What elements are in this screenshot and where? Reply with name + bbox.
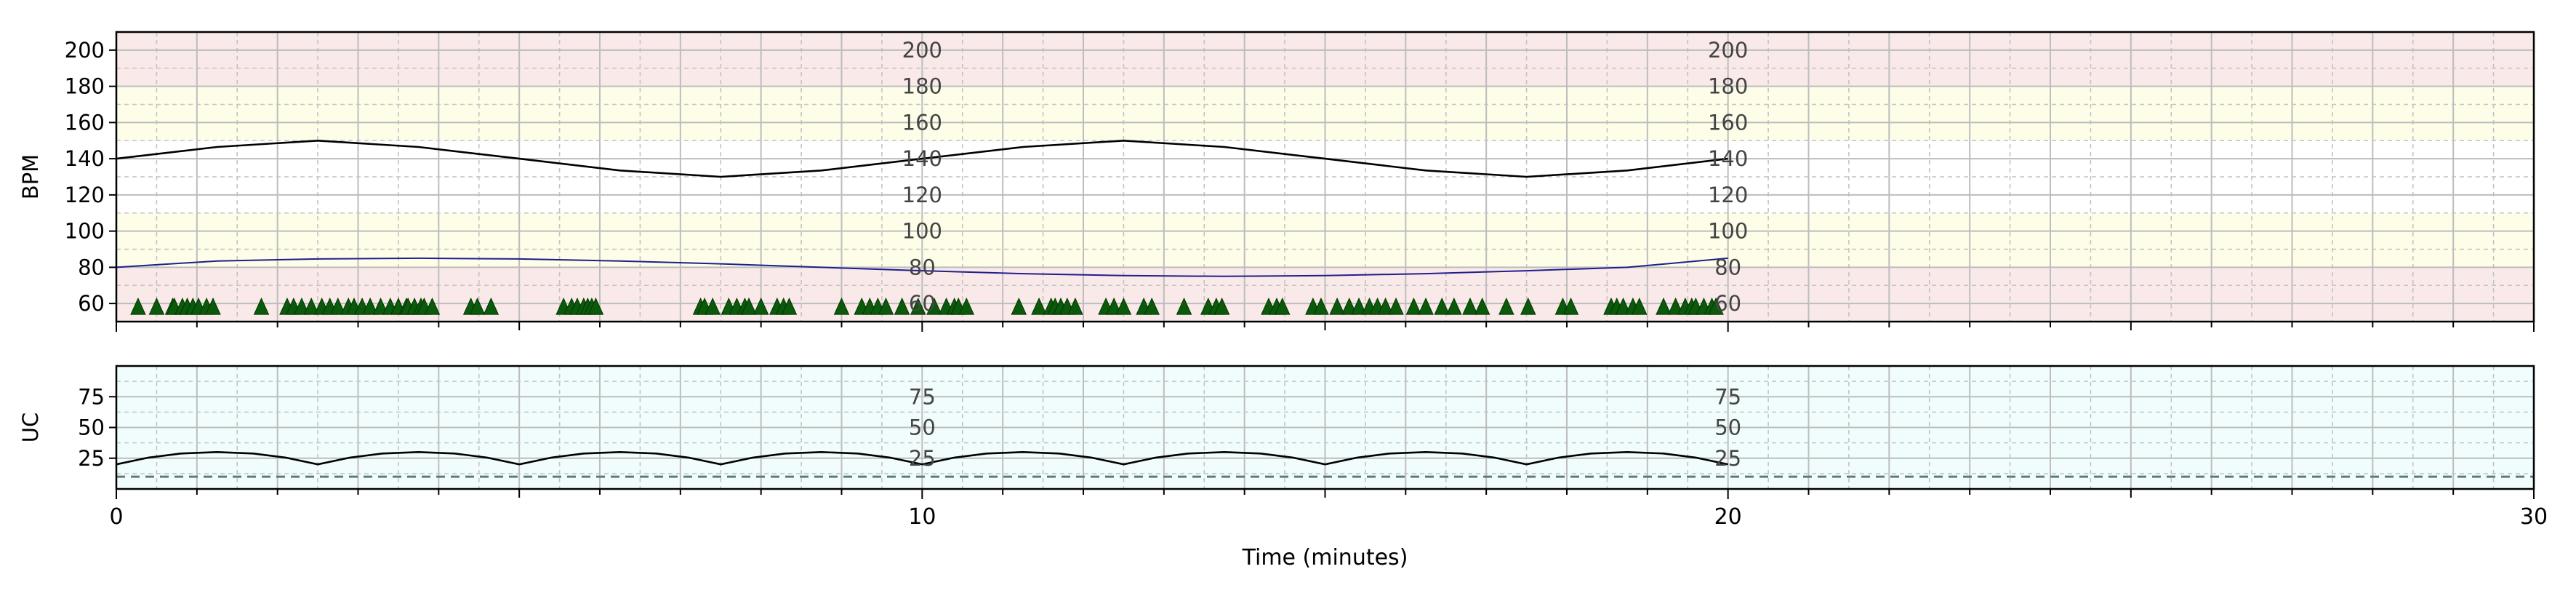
acceleration-marker [1708, 297, 1724, 315]
acceleration-marker [1562, 297, 1579, 315]
inner-scale-label: 80 [909, 255, 936, 279]
acceleration-marker [1106, 297, 1122, 315]
y-tick-label: 75 [78, 384, 105, 409]
acceleration-marker [303, 297, 319, 315]
x-tick-label: 10 [908, 504, 936, 530]
acceleration-marker [781, 297, 798, 315]
acceleration-marker [833, 297, 850, 315]
acceleration-marker [253, 297, 270, 315]
acceleration-marker [1667, 297, 1684, 315]
inner-scale-label: 75 [909, 384, 936, 409]
inner-scale-label: 180 [1708, 74, 1748, 99]
inner-scale-label: 200 [1708, 38, 1748, 63]
acceleration-marker [1446, 297, 1462, 315]
acceleration-marker [1144, 297, 1160, 315]
acceleration-marker [1615, 297, 1632, 315]
acceleration-marker [130, 297, 146, 315]
inner-scale-label: 60 [1714, 291, 1741, 316]
acceleration-marker [1011, 297, 1027, 315]
acceleration-marker [1031, 297, 1047, 315]
inner-scale-label: 200 [902, 38, 942, 63]
inner-scale-label: 180 [902, 74, 942, 99]
uc-trace-line [116, 451, 1728, 466]
acceleration-marker [1176, 297, 1192, 315]
inner-scale-label: 100 [902, 219, 942, 244]
y-tick-label: 25 [78, 446, 105, 471]
acceleration-marker [1520, 297, 1536, 315]
acceleration-marker [1405, 297, 1422, 315]
inner-scale-label: 140 [1708, 146, 1748, 171]
acceleration-marker [372, 297, 389, 315]
acceleration-marker [1341, 297, 1357, 315]
acceleration-marker [1067, 297, 1083, 315]
y-tick-label: 50 [78, 415, 105, 440]
y-tick-label: 80 [78, 255, 105, 279]
acceleration-marker [705, 297, 721, 315]
acceleration-marker [1329, 297, 1345, 315]
y-tick-label: 100 [65, 219, 105, 244]
inner-scale-label: 60 [909, 291, 936, 316]
acceleration-marker [587, 297, 604, 315]
acceleration-marker [1462, 297, 1478, 315]
acceleration-marker [483, 297, 499, 315]
acceleration-marker [1474, 297, 1490, 315]
acceleration-marker [294, 297, 310, 315]
y-axis-label: BPM [18, 154, 43, 199]
uc-panel: 75 50 25 75 50 25 25 50 75 UC 0 10 20 30 Time (minutes… [18, 365, 2548, 570]
inner-scale-label: 100 [1708, 219, 1748, 244]
acceleration-marker [1388, 297, 1404, 315]
acceleration-marker [1115, 297, 1132, 315]
acceleration-marker [205, 297, 221, 315]
acceleration-marker [894, 297, 910, 315]
inner-scale-label: 120 [902, 183, 942, 207]
y-tick-label: 60 [78, 291, 105, 316]
y-tick-label: 160 [65, 110, 105, 135]
fhr-panel: 200 180 160 140 120 100 80 60 200 180 160 140 120 100… [18, 31, 2535, 332]
inner-scale-label: 140 [902, 146, 942, 171]
fhr-trace-line [116, 140, 1728, 178]
y-axis-label: UC [18, 413, 43, 442]
acceleration-marker [741, 297, 757, 315]
inner-scale-label: 160 [902, 110, 942, 135]
acceleration-marker [1418, 297, 1434, 315]
acceleration-marker [753, 297, 769, 315]
x-tick-label: 20 [1714, 504, 1742, 530]
acceleration-marker [1313, 297, 1329, 315]
y-tick-label: 180 [65, 74, 105, 99]
inner-scale-label: 160 [1708, 110, 1748, 135]
acceleration-marker [958, 297, 975, 315]
inner-scale-label: 50 [1714, 415, 1741, 440]
acceleration-marker [1434, 297, 1450, 315]
acceleration-marker [1377, 297, 1394, 315]
acceleration-marker [1213, 297, 1230, 315]
acceleration-marker [1631, 297, 1648, 315]
inner-scale-label: 120 [1708, 183, 1748, 207]
y-tick-label: 200 [65, 38, 105, 63]
acceleration-marker [148, 297, 165, 315]
inner-scale-label: 80 [1714, 255, 1741, 279]
acceleration-marker [878, 297, 894, 315]
acceleration-marker [1498, 297, 1514, 315]
x-tick-label: 30 [2520, 504, 2548, 530]
acceleration-marker [330, 297, 346, 315]
acceleration-marker [469, 297, 486, 315]
acceleration-marker [926, 297, 942, 315]
inner-scale-label: 25 [1714, 446, 1741, 471]
acceleration-marker [1351, 297, 1367, 315]
maternal-trace-line [116, 257, 1728, 277]
x-axis-label: Time (minutes) [1242, 545, 1408, 570]
acceleration-marker [1656, 297, 1672, 315]
inner-scale-label: 75 [1714, 384, 1741, 409]
inner-scale-label: 50 [909, 415, 936, 440]
y-tick-label: 140 [65, 146, 105, 171]
x-tick-label: 0 [109, 504, 123, 530]
acceleration-marker [910, 297, 926, 315]
y-tick-label: 120 [65, 183, 105, 207]
inner-scale-label: 25 [909, 446, 936, 471]
acceleration-marker [1274, 297, 1291, 315]
acceleration-marker [424, 297, 441, 315]
acceleration-marker [362, 297, 378, 315]
